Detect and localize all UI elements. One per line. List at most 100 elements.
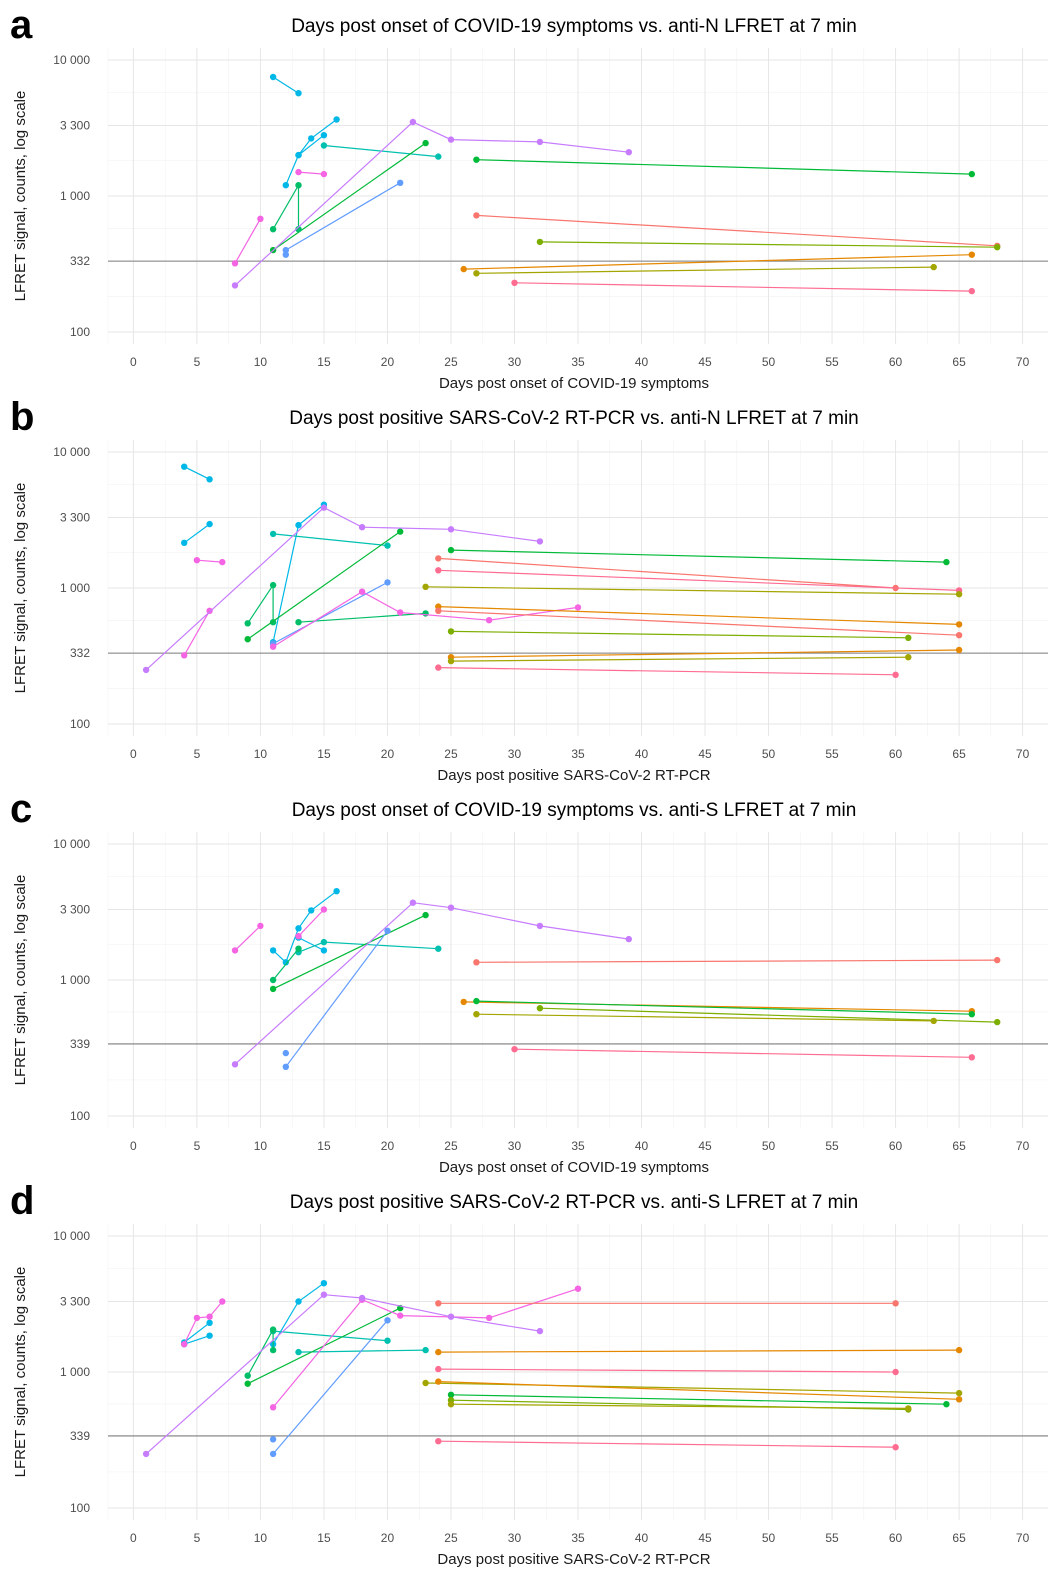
data-point xyxy=(435,607,442,614)
y-tick-label: 1 000 xyxy=(60,973,90,987)
y-tick-label: 339 xyxy=(70,1429,90,1443)
data-point xyxy=(435,1378,442,1385)
x-tick-label: 65 xyxy=(952,1139,966,1153)
panel-letter: c xyxy=(10,787,32,831)
x-tick-label: 35 xyxy=(571,747,585,761)
data-point xyxy=(625,935,632,943)
data-point xyxy=(397,179,404,186)
series-20 xyxy=(435,1438,899,1451)
data-point xyxy=(269,530,277,538)
data-point xyxy=(308,135,315,142)
x-tick-label: 50 xyxy=(762,1531,776,1545)
x-axis-label: Days post onset of COVID-19 symptoms xyxy=(439,1159,709,1176)
data-point xyxy=(384,927,391,934)
x-tick-label: 50 xyxy=(762,1139,776,1153)
data-point xyxy=(320,170,328,178)
x-tick-label: 50 xyxy=(762,747,776,761)
y-tick-label: 3 300 xyxy=(60,118,90,132)
data-point xyxy=(206,1332,213,1339)
data-point xyxy=(994,956,1001,964)
series-line xyxy=(539,1007,998,1023)
series-3 xyxy=(269,945,302,984)
data-point xyxy=(536,138,544,146)
x-tick-label: 65 xyxy=(952,747,966,761)
data-point xyxy=(244,1372,251,1379)
x-tick-label: 25 xyxy=(444,1531,458,1545)
data-point xyxy=(295,182,302,189)
data-point xyxy=(435,1365,442,1373)
series-line xyxy=(183,1322,210,1343)
series-line xyxy=(476,214,998,247)
x-tick-label: 65 xyxy=(952,355,966,369)
series-20 xyxy=(447,654,912,665)
x-tick-label: 10 xyxy=(254,747,268,761)
data-point xyxy=(892,671,899,678)
series-5 xyxy=(269,182,302,233)
series-14 xyxy=(435,1365,899,1376)
x-tick-label: 35 xyxy=(571,355,585,369)
series-13 xyxy=(536,1005,1001,1026)
y-tick-label: 332 xyxy=(70,254,90,268)
x-tick-label: 30 xyxy=(508,355,522,369)
data-point xyxy=(397,1312,404,1319)
data-point xyxy=(968,287,975,295)
data-point xyxy=(955,1346,963,1354)
series-line xyxy=(438,557,896,589)
series-11 xyxy=(269,1436,277,1443)
data-point xyxy=(320,132,328,139)
data-point xyxy=(282,246,289,254)
x-tick-label: 50 xyxy=(762,355,776,369)
series-16 xyxy=(435,1378,963,1403)
data-point xyxy=(447,546,455,554)
data-point xyxy=(269,73,277,81)
y-tick-label: 100 xyxy=(70,1109,90,1123)
series-0 xyxy=(269,888,340,966)
series-line xyxy=(273,1330,388,1342)
series-9 xyxy=(193,557,226,566)
data-point xyxy=(536,1327,544,1335)
series-10 xyxy=(231,118,632,289)
data-point xyxy=(955,1396,963,1403)
data-point xyxy=(257,922,264,930)
x-tick-label: 10 xyxy=(254,355,268,369)
data-point xyxy=(269,581,277,589)
data-point xyxy=(320,142,328,149)
panel-c: 0 5 10 15 20 25 30 35 40 45 50 55 60 65 70 100 339 1 000 3… xyxy=(10,787,1048,1176)
series-14 xyxy=(473,1011,937,1025)
data-point xyxy=(358,1294,366,1302)
x-tick-label: 10 xyxy=(254,1531,268,1545)
series-line xyxy=(183,1301,223,1345)
data-point xyxy=(384,542,391,549)
data-point xyxy=(206,520,213,528)
y-tick-label: 100 xyxy=(70,717,90,731)
data-point xyxy=(968,1054,975,1061)
data-point xyxy=(295,521,302,529)
y-tick-label: 1 000 xyxy=(60,1365,90,1379)
data-point xyxy=(206,476,213,483)
data-point xyxy=(536,1005,544,1012)
data-point xyxy=(892,1444,899,1451)
series-line xyxy=(476,159,972,175)
y-tick-label: 339 xyxy=(70,1037,90,1051)
series-17 xyxy=(447,628,912,641)
series-13 xyxy=(536,238,1001,251)
data-point xyxy=(244,620,251,627)
data-point xyxy=(447,657,455,665)
series-line xyxy=(272,182,300,230)
series-line xyxy=(438,569,960,591)
data-point xyxy=(269,1326,277,1333)
x-tick-label: 35 xyxy=(571,1139,585,1153)
series-line xyxy=(183,523,210,544)
data-point xyxy=(397,528,404,535)
series-line xyxy=(539,241,998,248)
x-tick-label: 55 xyxy=(825,747,839,761)
series-4 xyxy=(269,139,429,254)
data-point xyxy=(905,1405,912,1412)
series-line xyxy=(298,937,325,951)
y-tick-label: 1 000 xyxy=(60,189,90,203)
data-point xyxy=(333,116,340,123)
data-point xyxy=(955,1389,963,1397)
data-point xyxy=(435,1348,442,1356)
x-tick-label: 70 xyxy=(1016,1531,1030,1545)
data-point xyxy=(409,899,417,906)
